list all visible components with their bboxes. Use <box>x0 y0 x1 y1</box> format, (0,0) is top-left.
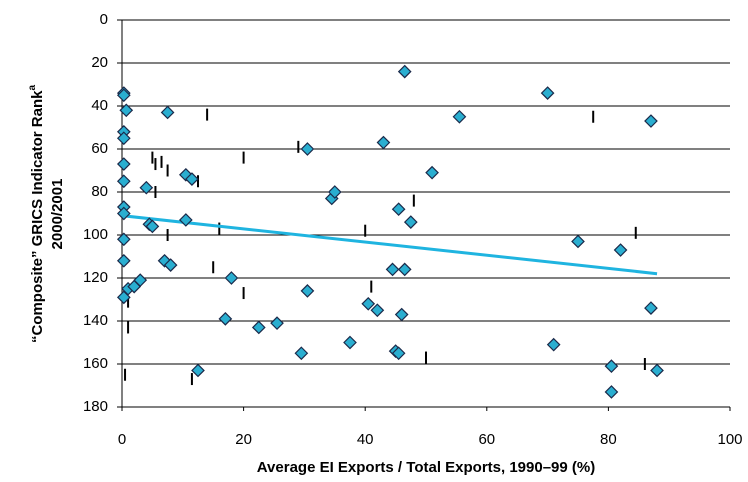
y-axis-label-sup: a <box>27 85 38 91</box>
data-point <box>397 262 412 277</box>
y-tick-label: 0 <box>100 11 108 28</box>
data-point <box>191 363 205 378</box>
data-point <box>116 206 131 221</box>
data-point <box>300 284 315 298</box>
y-axis-label: “Composite” GRICS Indicator Ranka <box>27 85 46 344</box>
data-point <box>397 64 412 79</box>
data-point <box>327 185 342 199</box>
x-axis-label: Average EI Exports / Total Exports, 1990… <box>257 459 595 476</box>
data-point <box>178 213 193 227</box>
y-tick-label: 120 <box>83 269 108 286</box>
data-point <box>116 232 131 247</box>
data-point <box>116 88 131 103</box>
data-point <box>116 174 131 189</box>
data-point <box>540 86 555 100</box>
data-point <box>139 180 154 195</box>
data-point <box>224 271 239 285</box>
data-point <box>160 105 175 120</box>
data-point <box>391 346 406 361</box>
data-point <box>571 234 585 249</box>
data-point <box>218 312 233 326</box>
data-point <box>300 142 315 156</box>
data-point <box>343 335 357 350</box>
data-point <box>294 346 309 361</box>
data-point <box>116 290 131 305</box>
data-point <box>394 307 409 322</box>
data-point <box>425 165 439 180</box>
y-tick-label: 180 <box>83 398 108 415</box>
data-point <box>370 303 385 318</box>
y-tick-label: 140 <box>83 312 108 329</box>
x-tick-label: 60 <box>478 431 495 448</box>
x-tick-label: 80 <box>600 431 617 448</box>
data-point <box>385 262 400 277</box>
y-axis-label-group: “Composite” GRICS Indicator Ranka 2000/2… <box>27 85 66 344</box>
y-axis-label-line2: 2000/2001 <box>49 179 66 250</box>
data-point <box>546 337 561 352</box>
x-tick-label: 20 <box>235 431 252 448</box>
data-point <box>133 273 148 287</box>
data-point <box>116 131 131 146</box>
y-tick-label: 20 <box>91 54 108 71</box>
data-point <box>251 320 266 335</box>
trend-line <box>121 214 658 276</box>
data-point <box>361 296 376 311</box>
x-tick-label: 40 <box>357 431 374 448</box>
data-point <box>376 135 391 150</box>
data-point <box>604 359 619 373</box>
data-point <box>163 258 178 272</box>
data-point <box>185 172 199 186</box>
x-tick-label: 100 <box>717 431 742 448</box>
y-tick-label: 100 <box>83 226 108 243</box>
data-point <box>145 219 160 234</box>
data-point <box>644 301 658 315</box>
data-point <box>644 114 658 128</box>
data-point <box>650 363 664 378</box>
data-point <box>403 215 418 229</box>
y-tick-label: 40 <box>91 97 108 114</box>
data-point <box>604 385 619 399</box>
y-tick-label: 60 <box>91 140 108 157</box>
data-point <box>119 103 134 118</box>
data-point <box>613 243 628 257</box>
y-tick-label: 160 <box>83 355 108 372</box>
y-tick-label: 80 <box>91 183 108 200</box>
data-point <box>116 157 131 171</box>
data-point <box>391 202 406 217</box>
data-point <box>452 109 467 124</box>
y-axis-label-main: “Composite” GRICS Indicator Rank <box>29 90 46 343</box>
data-point <box>116 253 131 268</box>
x-tick-label: 0 <box>118 431 126 448</box>
data-point <box>270 316 284 330</box>
